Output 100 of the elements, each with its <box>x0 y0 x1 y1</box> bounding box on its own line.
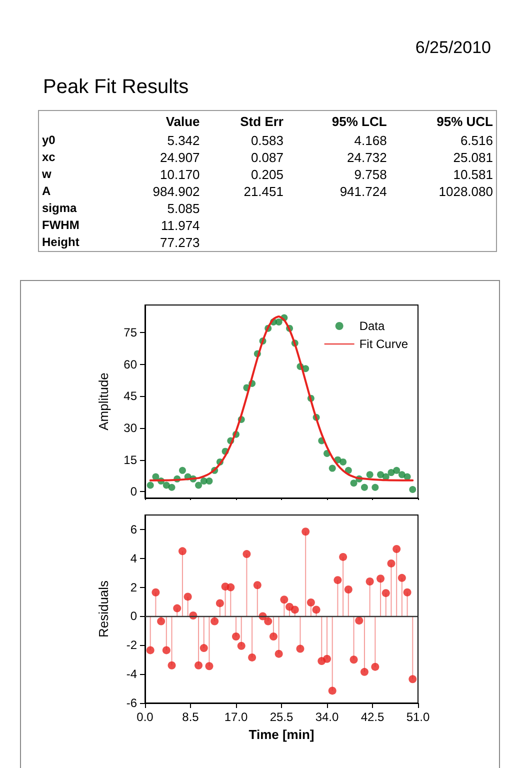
text: 5.085 <box>167 201 200 216</box>
point <box>152 588 160 596</box>
point <box>242 550 251 558</box>
point <box>237 642 246 650</box>
point <box>178 466 186 474</box>
point <box>280 596 288 604</box>
point <box>274 650 283 658</box>
text: 1028.080 <box>438 184 493 199</box>
point <box>344 585 352 594</box>
text: 11.974 <box>160 218 200 233</box>
point <box>195 482 202 489</box>
text: 24.732 <box>347 150 387 165</box>
x-tick-label: 17.0 <box>224 710 248 724</box>
point <box>178 547 186 556</box>
category-label: y0 <box>42 133 56 147</box>
text: Peak Fit Results <box>43 76 189 99</box>
y-tick-label: 45 <box>124 389 138 404</box>
x-axis-title: Time [min] <box>248 726 314 742</box>
point <box>366 578 374 586</box>
text: 4.168 <box>354 133 387 148</box>
point <box>168 484 176 491</box>
point <box>162 646 170 654</box>
point <box>387 559 396 568</box>
point <box>334 576 342 584</box>
point <box>393 466 400 474</box>
text: 9.758 <box>354 167 387 182</box>
category-label: Value <box>164 113 201 131</box>
y-tick-label: 75 <box>124 326 138 340</box>
point <box>200 644 208 652</box>
point <box>350 480 358 487</box>
line-series <box>149 315 414 482</box>
point <box>404 473 411 480</box>
point <box>388 469 395 476</box>
point <box>408 675 417 684</box>
text: 0.205 <box>250 167 284 182</box>
point <box>392 544 401 553</box>
point <box>360 668 368 676</box>
text: 0.583 <box>250 133 284 148</box>
category-label: 95% UCL <box>436 113 494 131</box>
category-label: sigma <box>42 201 77 215</box>
point <box>328 464 336 472</box>
point <box>355 616 364 625</box>
point <box>205 662 214 670</box>
point <box>232 632 240 640</box>
text: 5.342 <box>167 133 200 148</box>
text: 0.087 <box>250 150 284 165</box>
point <box>264 617 272 626</box>
point <box>366 471 374 478</box>
legend-label: Data <box>359 319 385 333</box>
point <box>377 471 384 478</box>
point <box>216 599 224 608</box>
y-tick-label: 15 <box>124 452 138 467</box>
text: 6.516 <box>460 133 493 148</box>
text: 10.170 <box>160 167 200 182</box>
point <box>253 581 262 590</box>
legend-label: Fit Curve <box>359 337 408 351</box>
text: 24.907 <box>160 150 200 165</box>
category-label: Height <box>42 235 80 249</box>
text: 25.081 <box>453 150 493 165</box>
point <box>328 686 336 695</box>
y-tick-label: 0 <box>130 609 138 624</box>
point <box>350 656 358 664</box>
text: 984.902 <box>152 184 200 199</box>
point <box>296 644 304 653</box>
point <box>403 588 412 596</box>
text: 6/25/2010 <box>415 38 491 58</box>
text: 21.451 <box>244 184 284 199</box>
point <box>339 552 348 561</box>
y-tick-label: 30 <box>124 421 138 436</box>
point <box>382 589 390 598</box>
x-tick-label: 34.0 <box>315 710 339 724</box>
point <box>302 528 310 536</box>
x-tick-label: 51.0 <box>406 710 430 724</box>
point <box>210 617 219 626</box>
y-tick-label: 2 <box>130 580 138 594</box>
point <box>194 661 203 670</box>
category-label: FWHM <box>42 218 80 232</box>
point <box>146 646 154 654</box>
point <box>157 617 166 626</box>
point <box>206 478 213 485</box>
y-tick-label: -6 <box>126 696 138 710</box>
point <box>173 604 182 612</box>
y-tick-label: 6 <box>130 522 138 536</box>
point <box>398 471 406 478</box>
point <box>398 574 406 582</box>
y-tick-label: 0 <box>130 484 138 499</box>
text: 77.273 <box>160 235 200 250</box>
point <box>275 318 282 326</box>
x-tick-label: 42.5 <box>360 710 384 724</box>
point <box>168 661 176 670</box>
point <box>376 574 385 583</box>
y-tick-label: -4 <box>126 667 138 682</box>
category-label: w <box>42 167 52 181</box>
y-axis-title: Amplitude <box>96 372 111 430</box>
y-axis-title: Residuals <box>96 580 111 638</box>
point <box>371 662 380 671</box>
category-label: A <box>42 184 51 198</box>
point <box>372 484 379 491</box>
category-label: xc <box>42 150 56 164</box>
point <box>306 598 315 606</box>
